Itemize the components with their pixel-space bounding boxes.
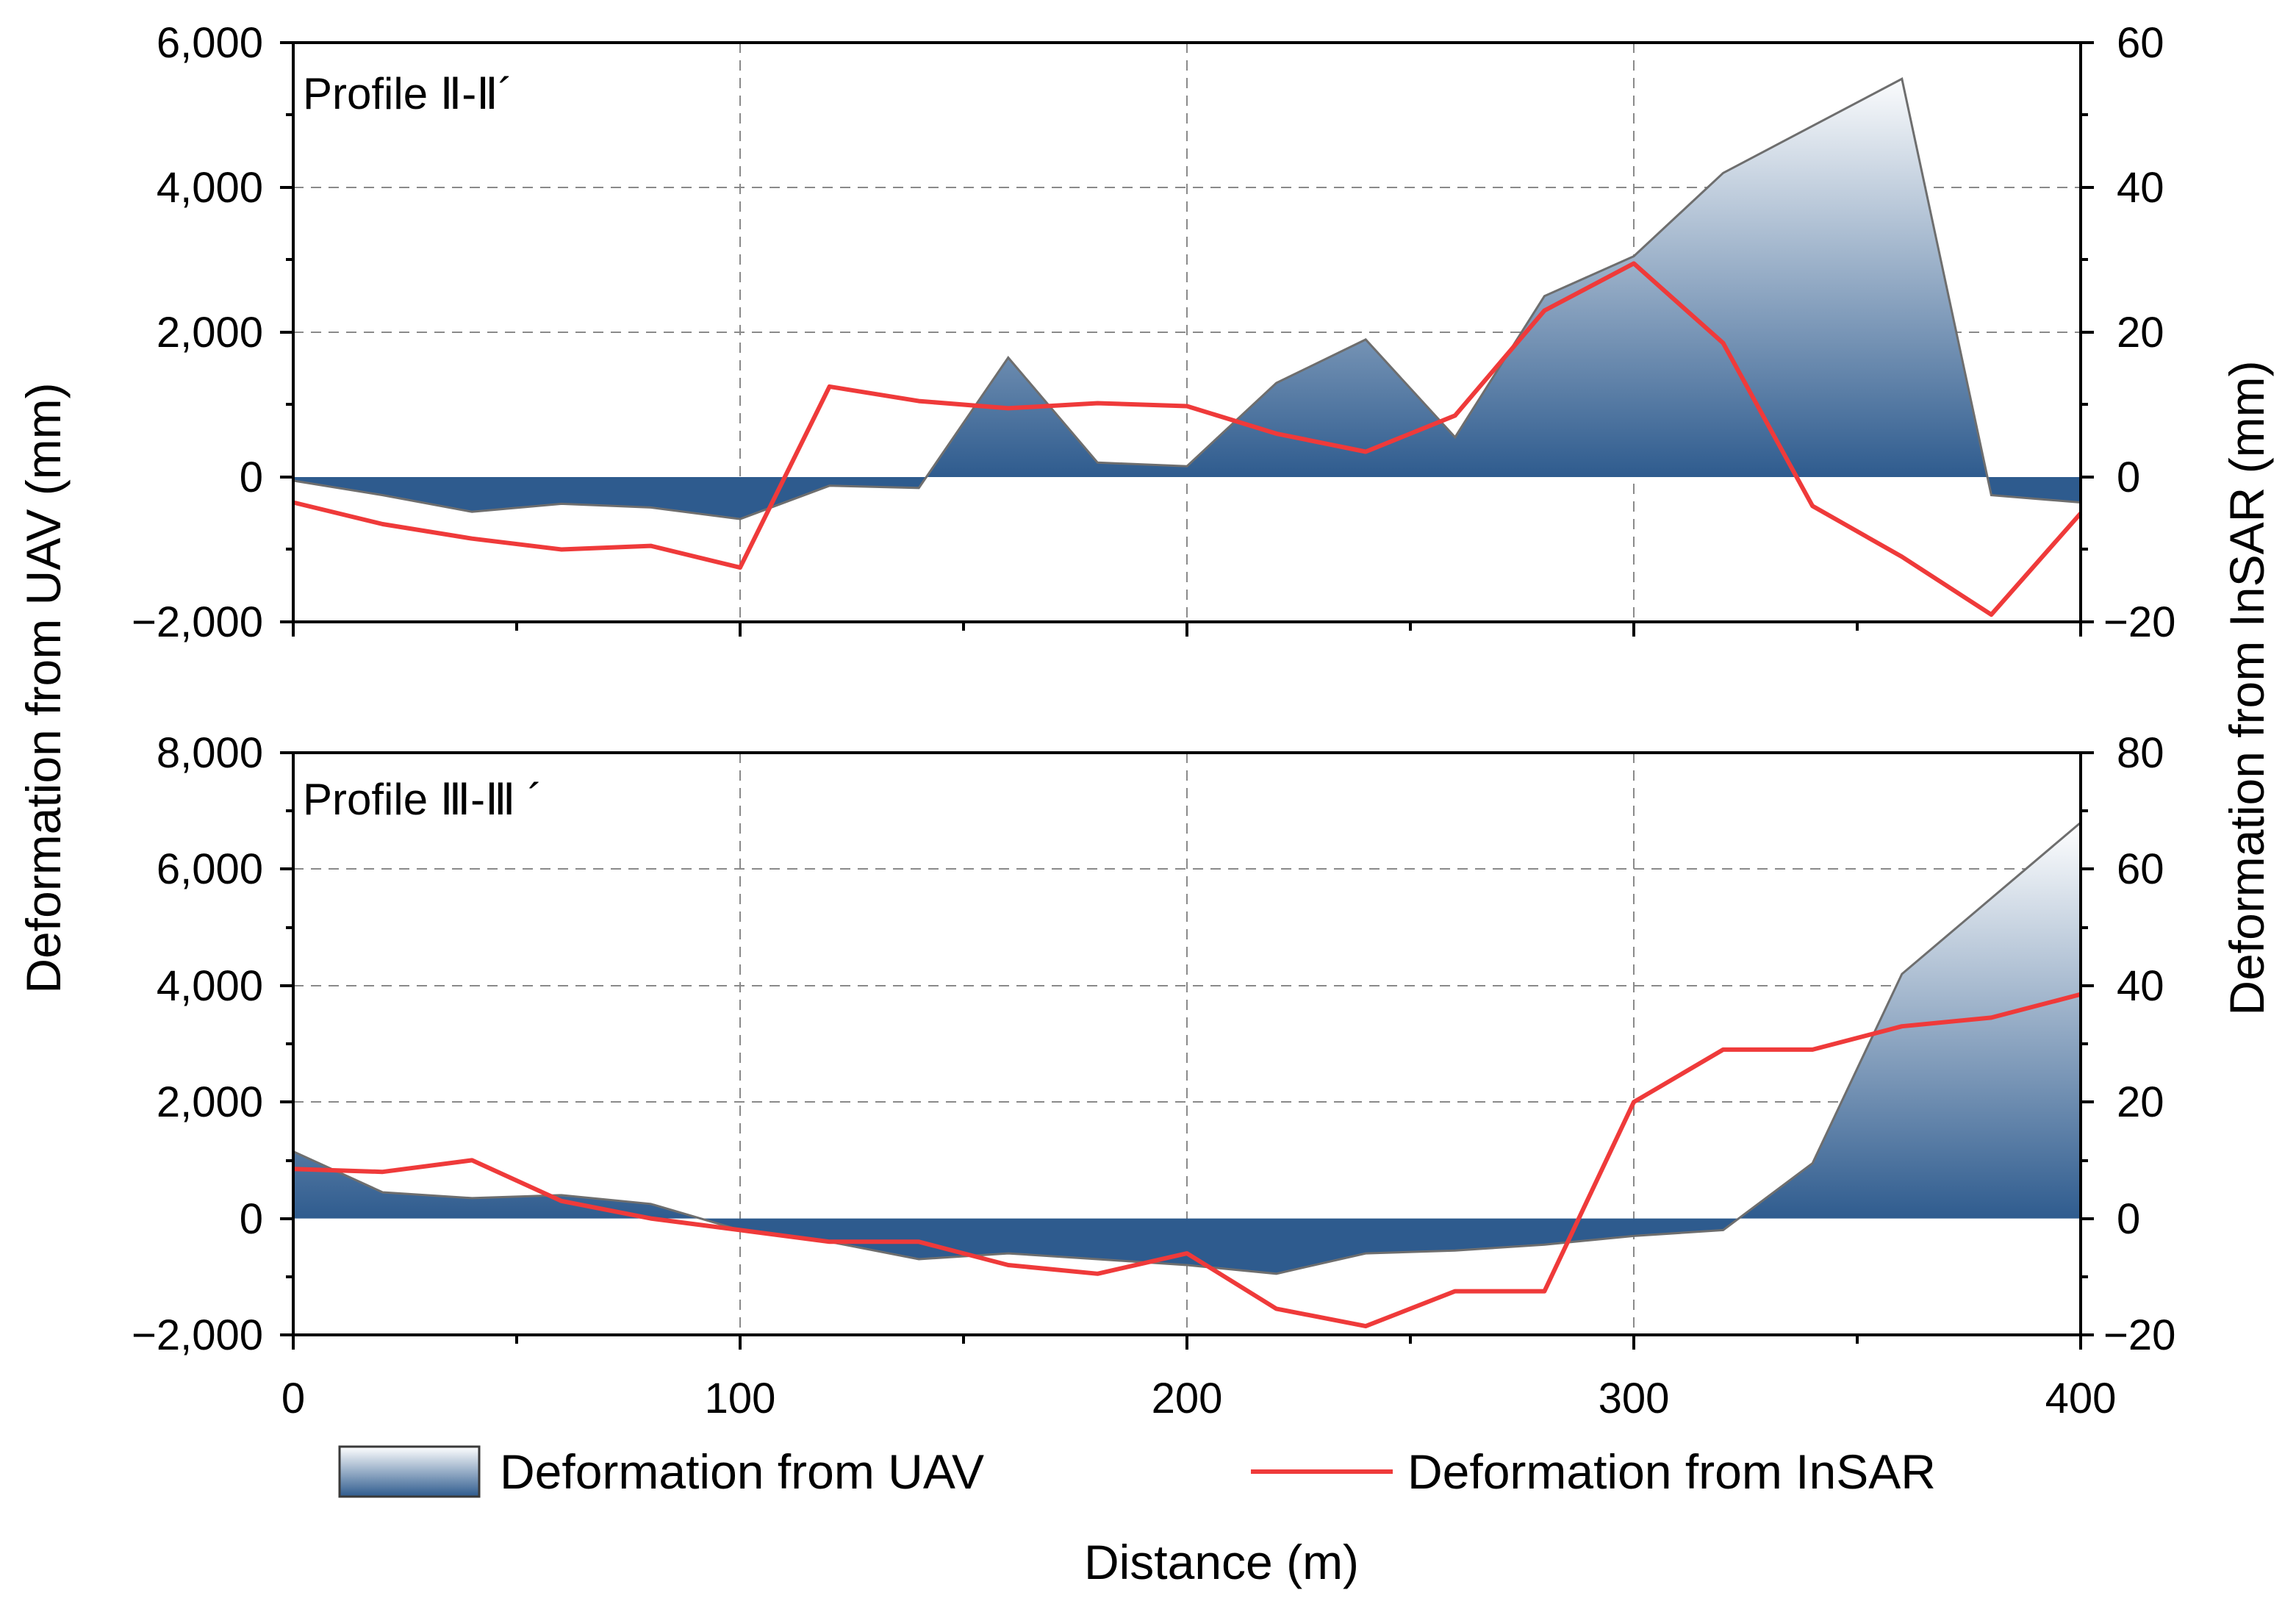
uav-area-outline	[293, 821, 2081, 1275]
left-tick-label: −2,000	[132, 1311, 263, 1359]
left-tick-label: 8,000	[157, 729, 263, 777]
right-tick-label: 60	[2117, 845, 2164, 893]
right-tick-label: 20	[2117, 309, 2164, 357]
right-tick-label: −20	[2103, 1311, 2175, 1359]
left-tick-labels: −2,000 0 2,000 4,000 6,000 8,000	[132, 729, 263, 1359]
right-tick-label: 80	[2117, 729, 2164, 777]
uav-area-outline	[293, 77, 2081, 520]
right-tick-labels: −20 0 20 40 60	[2103, 19, 2175, 646]
legend-insar-label: Deformation from InSAR	[1407, 1444, 1936, 1499]
left-tick-label: 6,000	[157, 19, 263, 67]
legend-uav-swatch	[338, 1445, 481, 1498]
x-tick-label: 0	[281, 1375, 305, 1422]
right-tick-label: −20	[2103, 598, 2175, 646]
left-tick-label: 6,000	[157, 845, 263, 893]
panel-label: Profile Ⅲ-Ⅲ ´	[303, 775, 542, 824]
left-tick-label: 2,000	[157, 1078, 263, 1126]
y-axis-left-title: Deformation from UAV (mm)	[16, 382, 71, 993]
left-tick-label: 4,000	[157, 962, 263, 1010]
legend-uav-label: Deformation from UAV	[500, 1444, 984, 1499]
left-tick-label: 2,000	[157, 309, 263, 357]
x-tick-labels: 0 100 200 300 400	[281, 1375, 2117, 1422]
panel-label: Profile Ⅱ-Ⅱ´	[303, 69, 513, 118]
right-tick-label: 20	[2117, 1078, 2164, 1126]
panel-profile-3: −2,000 0 2,000 4,000 6,000 8,000 −20 0 2…	[132, 729, 2175, 1359]
legend: Deformation from UAV Deformation from In…	[338, 1444, 1936, 1499]
right-tick-labels: −20 0 20 40 60 80	[2103, 729, 2175, 1359]
uav-area-series	[293, 79, 2081, 520]
insar-line-series	[293, 992, 2081, 1329]
left-tick-label: 0	[240, 1195, 263, 1243]
left-tick-label: 4,000	[157, 164, 263, 212]
grid-lines	[293, 753, 2081, 1335]
x-tick-label: 100	[705, 1375, 776, 1422]
x-tick-label: 400	[2045, 1375, 2117, 1422]
right-tick-label: 40	[2117, 962, 2164, 1010]
right-tick-label: 40	[2117, 164, 2164, 212]
left-tick-labels: −2,000 0 2,000 4,000 6,000	[132, 19, 263, 646]
right-tick-label: 0	[2117, 1195, 2140, 1243]
right-tick-label: 0	[2117, 454, 2140, 501]
x-tick-label: 200	[1152, 1375, 1223, 1422]
tick-marks	[280, 751, 2094, 1350]
y-axis-right-title: Deformation from InSAR (mm)	[2220, 360, 2274, 1015]
x-tick-label: 300	[1599, 1375, 1670, 1422]
right-tick-label: 60	[2117, 19, 2164, 67]
left-tick-label: 0	[240, 454, 263, 501]
insar-line-series	[293, 261, 2083, 617]
x-axis-title: Distance (m)	[1084, 1535, 1359, 1589]
panel-profile-2: −2,000 0 2,000 4,000 6,000 −20 0 20 40 6…	[132, 19, 2175, 646]
left-tick-label: −2,000	[132, 598, 263, 646]
tick-marks	[280, 41, 2094, 637]
